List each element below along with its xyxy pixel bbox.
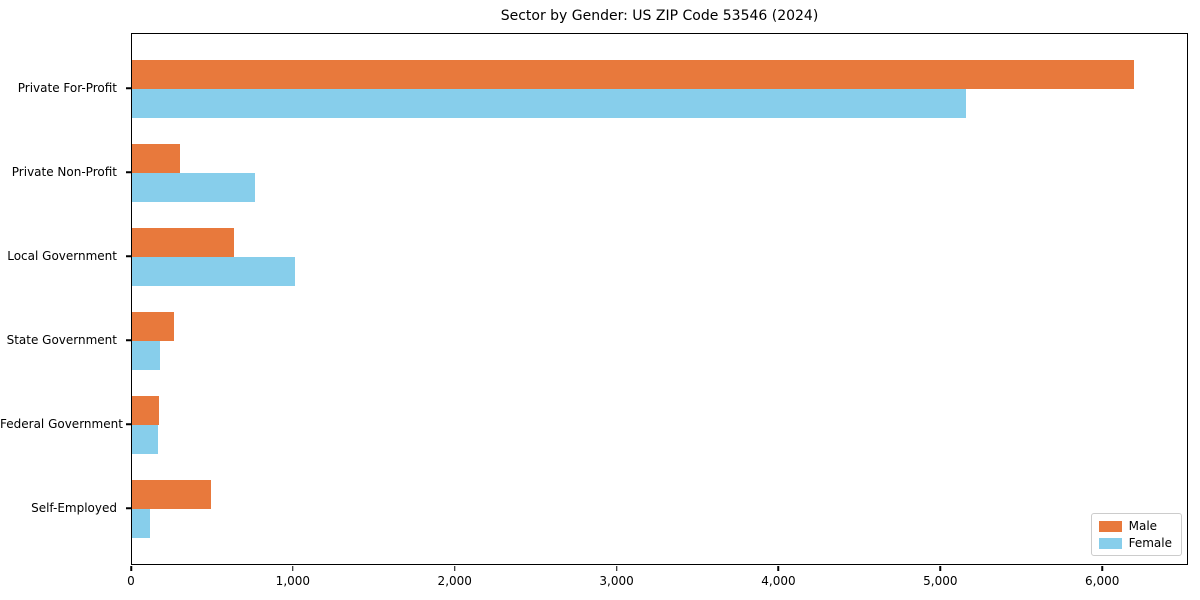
y-axis-labels: Private For-Profit Private Non-Profit Loca…	[0, 33, 131, 565]
bar-female	[132, 173, 255, 202]
plot-area: Male Female	[131, 33, 1188, 565]
x-tick-label: 3,000	[599, 574, 634, 588]
x-tick-mark	[615, 566, 618, 571]
legend-label-male: Male	[1128, 519, 1158, 533]
bar-female	[132, 257, 296, 286]
y-tick-mark	[126, 171, 131, 173]
bar-male	[132, 144, 181, 173]
x-tick-label: 4,000	[761, 574, 796, 588]
bar-group	[132, 312, 1187, 370]
legend-label-female: Female	[1128, 536, 1172, 550]
bar-male	[132, 396, 160, 425]
x-tick-mark	[453, 566, 456, 571]
bar-male	[132, 312, 174, 341]
bar-male	[132, 480, 212, 509]
x-tick-mark	[292, 566, 294, 571]
x-tick-label: 1,000	[275, 574, 311, 588]
bar-female	[132, 89, 966, 118]
y-axis-label: Local Government	[7, 249, 117, 263]
bar-male	[132, 60, 1134, 89]
bar-group	[132, 60, 1187, 118]
y-tick-mark	[126, 255, 131, 257]
bar-group	[132, 228, 1187, 286]
bar-group	[132, 396, 1187, 454]
legend-swatch-male	[1098, 520, 1122, 532]
x-tick-label: 0	[127, 574, 135, 588]
y-axis-label: State Government	[6, 333, 117, 347]
bar-group	[132, 144, 1187, 202]
bar-group	[132, 480, 1187, 538]
bar-female	[132, 509, 150, 538]
x-tick-mark	[130, 566, 132, 571]
legend-swatch-female	[1098, 537, 1122, 549]
y-tick-mark	[126, 339, 131, 341]
y-axis-label: Private For-Profit	[17, 81, 117, 95]
x-tick-label: 2,000	[437, 574, 472, 588]
legend-item-male: Male	[1098, 519, 1172, 533]
y-axis-label: Self-Employed	[31, 501, 117, 515]
y-tick-mark	[126, 87, 131, 89]
legend-item-female: Female	[1098, 536, 1172, 550]
y-tick-mark	[126, 423, 131, 425]
x-tick-mark	[1101, 566, 1103, 571]
x-tick-label: 6,000	[1085, 574, 1120, 588]
x-axis: 0 1,000 2,000 3,000 4,000 5,000 6,000	[127, 565, 1188, 595]
x-tick-label: 5,000	[923, 574, 958, 588]
x-tick-mark	[777, 566, 780, 571]
x-tick-mark	[939, 566, 942, 571]
y-tick-mark	[126, 507, 131, 509]
chart-title: Sector by Gender: US ZIP Code 53546 (202…	[500, 8, 819, 24]
bar-female	[132, 341, 161, 370]
bar-male	[132, 228, 234, 257]
y-axis-label: Private Non-Profit	[11, 165, 117, 179]
y-axis-label: Federal Government	[0, 417, 123, 431]
bar-female	[132, 425, 158, 454]
legend: Male Female	[1090, 513, 1182, 556]
